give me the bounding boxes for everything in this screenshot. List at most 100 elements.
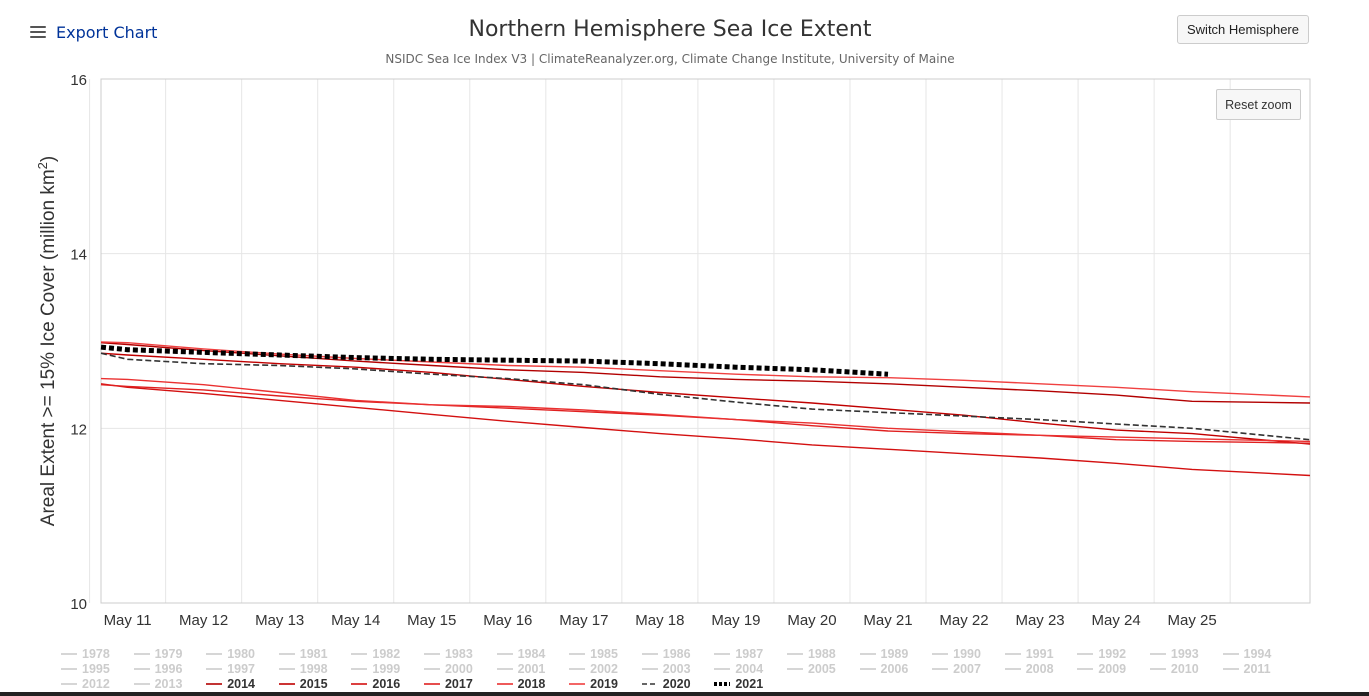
legend-item-1994[interactable]: 1994 (1222, 646, 1295, 661)
legend-item-1993[interactable]: 1993 (1149, 646, 1222, 661)
legend-item-label: 1993 (1170, 646, 1199, 661)
legend-item-2021[interactable]: 2021 (713, 676, 786, 691)
legend-line-icon (641, 667, 658, 670)
legend-item-2008[interactable]: 2008 (1004, 661, 1077, 676)
legend-item-2005[interactable]: 2005 (786, 661, 859, 676)
legend-item-2007[interactable]: 2007 (931, 661, 1004, 676)
legend-item-label: 2002 (590, 661, 618, 676)
legend-item-2004[interactable]: 2004 (713, 661, 786, 676)
legend-line-icon (351, 682, 368, 685)
legend-item-2016[interactable]: 2016 (350, 676, 423, 691)
legend-item-1990[interactable]: 1990 (931, 646, 1004, 661)
legend-item-2010[interactable]: 2010 (1149, 661, 1222, 676)
legend-line-icon (351, 652, 368, 655)
legend-line-icon (859, 667, 876, 670)
legend-item-label: 1983 (444, 646, 473, 661)
legend-item-1981[interactable]: 1981 (278, 646, 351, 661)
chart-subtitle: NSIDC Sea Ice Index V3 | ClimateReanalyz… (385, 52, 955, 66)
x-tick-label: May 19 (711, 612, 760, 629)
legend-item-2002[interactable]: 2002 (568, 661, 641, 676)
legend-item-1982[interactable]: 1982 (350, 646, 423, 661)
legend-item-label: 2020 (662, 676, 691, 691)
legend-item-2014[interactable]: 2014 (205, 676, 278, 691)
y-tick-label: 10 (70, 596, 87, 613)
legend-item-1987[interactable]: 1987 (713, 646, 786, 661)
legend-item-label: 2014 (227, 676, 255, 691)
legend-item-label: 2017 (444, 676, 473, 691)
legend-line-icon (61, 682, 77, 685)
legend-item-1980[interactable]: 1980 (205, 646, 278, 661)
series-line-2015 (100, 352, 1311, 445)
legend-item-1997[interactable]: 1997 (205, 661, 278, 676)
legend-line-icon (569, 652, 586, 655)
legend-line-icon (133, 667, 150, 670)
legend-line-icon (496, 652, 513, 655)
legend-item-1978[interactable]: 1978 (60, 646, 133, 661)
legend-item-2009[interactable]: 2009 (1076, 661, 1149, 676)
hamburger-menu-icon (30, 26, 46, 39)
x-tick-label: May 24 (1092, 612, 1141, 629)
legend-item-1999[interactable]: 1999 (350, 661, 423, 676)
legend-line-icon (932, 652, 949, 655)
y-tick-label: 12 (70, 421, 87, 438)
legend-item-2012[interactable]: 2012 (60, 676, 133, 691)
legend-item-2006[interactable]: 2006 (859, 661, 932, 676)
legend-item-1979[interactable]: 1979 (133, 646, 206, 661)
legend-line-icon (786, 667, 803, 670)
legend-line-icon (423, 682, 440, 685)
legend-line-icon (714, 681, 731, 686)
legend-line-icon (61, 667, 77, 670)
legend-line-icon (351, 667, 368, 670)
legend-row: 1995 1996 1997 1998 1999 2000 2001 2002 2003 2004… (60, 661, 1300, 676)
legend-item-1983[interactable]: 1983 (423, 646, 496, 661)
legend-line-icon (1149, 667, 1166, 670)
legend-line-icon (278, 652, 295, 655)
legend-item-label: 1989 (880, 646, 909, 661)
legend-item-2017[interactable]: 2017 (423, 676, 496, 691)
legend-item-1998[interactable]: 1998 (278, 661, 351, 676)
legend-item-label: 2015 (299, 676, 328, 691)
legend-item-1991[interactable]: 1991 (1004, 646, 1077, 661)
legend-line-icon (714, 652, 731, 655)
legend-item-label: 1980 (227, 646, 255, 661)
reset-zoom-button[interactable]: Reset zoom (1216, 89, 1301, 120)
x-tick-label: May 20 (787, 612, 836, 629)
legend-item-1986[interactable]: 1986 (641, 646, 714, 661)
legend-item-2003[interactable]: 2003 (641, 661, 714, 676)
legend-line-icon (61, 652, 77, 655)
legend-item-2000[interactable]: 2000 (423, 661, 496, 676)
legend-item-1988[interactable]: 1988 (786, 646, 859, 661)
legend-item-label: 2001 (517, 661, 546, 676)
export-chart-button[interactable]: Export Chart (30, 18, 157, 46)
legend-item-1989[interactable]: 1989 (859, 646, 932, 661)
legend-item-2020[interactable]: 2020 (641, 676, 714, 691)
legend-line-icon (496, 667, 513, 670)
legend-line-icon (423, 667, 440, 670)
legend-item-1992[interactable]: 1992 (1076, 646, 1149, 661)
legend-item-label: 2011 (1243, 661, 1271, 676)
legend-item-label: 1987 (735, 646, 764, 661)
legend-item-2001[interactable]: 2001 (496, 661, 569, 676)
x-tick-label: May 18 (635, 612, 684, 629)
legend-item-label: 2005 (807, 661, 836, 676)
legend-item-label: 1986 (662, 646, 691, 661)
legend-item-2019[interactable]: 2019 (568, 676, 641, 691)
x-tick-label: May 22 (939, 612, 988, 629)
legend-line-icon (496, 682, 513, 685)
legend-item-1984[interactable]: 1984 (496, 646, 569, 661)
legend-line-icon (1004, 667, 1021, 670)
x-tick-label: May 15 (407, 612, 456, 629)
legend-item-1995[interactable]: 1995 (60, 661, 133, 676)
legend-line-icon (1222, 667, 1239, 670)
legend-item-label: 1984 (517, 646, 546, 661)
legend-item-1996[interactable]: 1996 (133, 661, 206, 676)
legend-item-2011[interactable]: 2011 (1222, 661, 1295, 676)
legend-line-icon (423, 652, 440, 655)
legend-item-2013[interactable]: 2013 (133, 676, 206, 691)
switch-hemisphere-button[interactable]: Switch Hemisphere (1177, 15, 1309, 44)
legend-item-2015[interactable]: 2015 (278, 676, 351, 691)
legend-item-2018[interactable]: 2018 (496, 676, 569, 691)
legend-item-label: 2010 (1170, 661, 1199, 676)
legend-item-label: 2019 (590, 676, 618, 691)
legend-item-1985[interactable]: 1985 (568, 646, 641, 661)
